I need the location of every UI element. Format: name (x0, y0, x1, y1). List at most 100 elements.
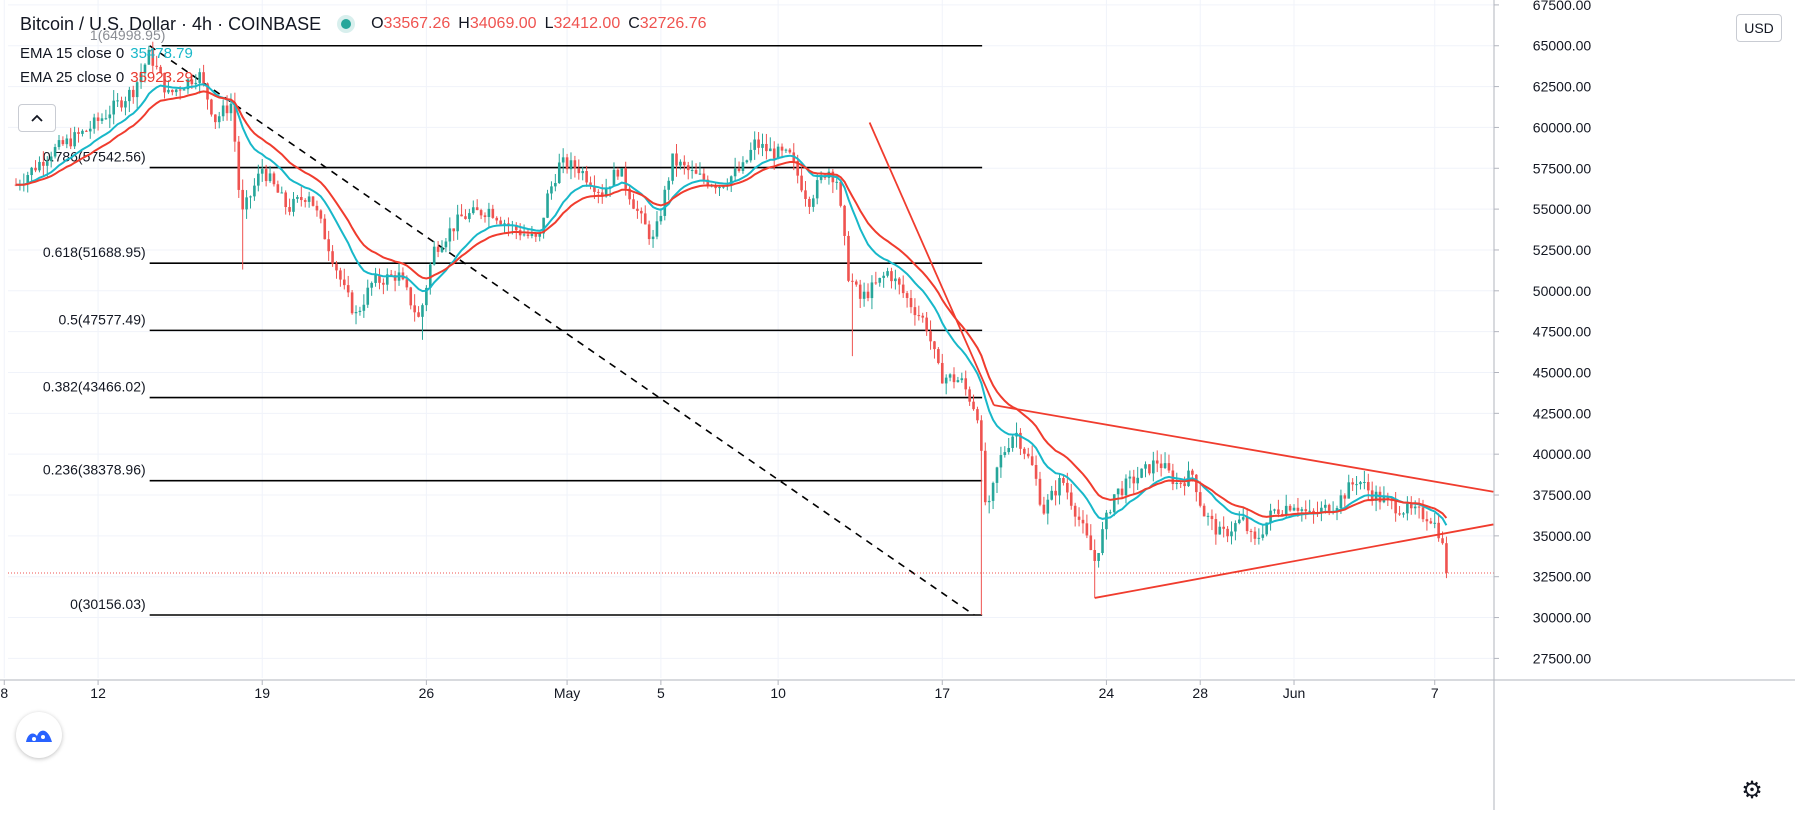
candle-body (1421, 507, 1425, 520)
fib-level-label: 1(64998.95) (90, 27, 166, 43)
market-status-icon (341, 19, 352, 29)
candle-body (1214, 519, 1218, 535)
y-tick-label: 60000.00 (1533, 119, 1592, 135)
close-value: 32726.76 (639, 15, 707, 32)
candle-body (1148, 464, 1151, 474)
candle-body (61, 140, 65, 145)
candle-body (808, 198, 811, 207)
candle-body (1445, 543, 1448, 574)
candle-body (632, 199, 635, 209)
high-value: 34069.00 (469, 15, 537, 32)
tradingview-logo-icon[interactable] (16, 712, 62, 758)
candle-body (1374, 491, 1378, 501)
candle-body (1281, 513, 1284, 515)
y-tick-label: 42500.00 (1533, 405, 1592, 421)
ema25-legend[interactable]: EMA 25 close 0 35923.29 (20, 68, 715, 88)
symbol-title[interactable]: Bitcoin / U.S. Dollar · 4h · COINBASE (20, 14, 322, 34)
candle-body (862, 291, 866, 299)
candle-body (26, 175, 30, 184)
y-tick-label: 37500.00 (1533, 487, 1592, 503)
candle-body (659, 215, 663, 222)
gear-icon[interactable]: ⚙ (1741, 776, 1763, 804)
candle-body (1226, 528, 1229, 537)
candle-body (1406, 503, 1409, 514)
candle-body (698, 173, 702, 175)
candle-body (1292, 507, 1296, 511)
candle-body (1066, 482, 1069, 493)
candle-body (460, 214, 463, 217)
candle-body (315, 205, 319, 211)
candle-body (597, 191, 600, 193)
currency-button[interactable]: USD (1736, 14, 1782, 42)
candle-body (280, 192, 284, 194)
y-tick-label: 40000.00 (1533, 446, 1592, 462)
candle-body (1019, 432, 1022, 449)
candle-body (487, 208, 491, 217)
fib-level-label: 0.5(47577.49) (58, 311, 145, 327)
candle-body (964, 378, 968, 390)
y-tick-label: 62500.00 (1533, 79, 1592, 95)
candle-body (600, 192, 604, 197)
candle-body (843, 205, 846, 236)
candle-body (30, 167, 33, 176)
candle-body (1429, 521, 1433, 524)
candle-body (1152, 460, 1155, 474)
candle-body (253, 185, 256, 197)
candle-body (479, 210, 483, 216)
candle-body (557, 162, 561, 184)
candle-body (432, 246, 436, 265)
candle-body (636, 208, 639, 211)
candle-body (1206, 515, 1210, 517)
y-tick-label: 50000.00 (1533, 283, 1592, 299)
ema15-legend[interactable]: EMA 15 close 0 35478.79 (20, 44, 715, 64)
candle-body (1265, 522, 1268, 535)
candle-body (178, 89, 182, 91)
candle-body (1093, 550, 1096, 561)
candle-body (362, 304, 366, 311)
candle-body (34, 167, 37, 171)
candle-body (1069, 492, 1073, 506)
x-tick-label: 5 (657, 685, 665, 701)
candle-body (1128, 476, 1132, 479)
candle-body (292, 198, 295, 212)
candle-body (565, 157, 569, 170)
candle-body (788, 149, 792, 153)
candle-body (1238, 519, 1241, 524)
candle-body (604, 188, 608, 197)
candle-body (1210, 515, 1214, 520)
candle-body (1308, 510, 1311, 512)
candle-body (683, 161, 686, 166)
candle-body (358, 310, 362, 313)
candle-body (874, 282, 878, 284)
candle-body (905, 293, 909, 298)
candle-body (428, 264, 432, 288)
candle-body (1124, 478, 1128, 496)
candle-body (174, 89, 178, 93)
ema15-label: EMA 15 close 0 (20, 45, 125, 62)
candle-body (182, 89, 186, 91)
y-tick-label: 35000.00 (1533, 528, 1592, 544)
candle-body (190, 79, 194, 85)
collapse-legend-button[interactable] (18, 104, 56, 132)
candle-body (1425, 519, 1429, 522)
candle-body (378, 274, 381, 283)
candle-body (1241, 517, 1245, 520)
candle-body (186, 79, 190, 90)
candle-body (886, 271, 889, 276)
y-tick-label: 52500.00 (1533, 242, 1592, 258)
fib-trend-dashed (149, 45, 975, 616)
candle-body (1120, 488, 1124, 496)
candle-body (585, 171, 588, 183)
candle-body (300, 197, 303, 201)
candle-body (1284, 505, 1288, 515)
candle-body (135, 82, 139, 98)
candle-body (944, 377, 948, 384)
candle-body (987, 500, 991, 503)
ohlc-values: O33567.26 H34069.00 L32412.00 C32726.76 (371, 15, 707, 32)
candle-body (1191, 470, 1194, 475)
candle-body (389, 274, 393, 276)
x-tick-label: 7 (1431, 685, 1439, 701)
candle-body (100, 118, 104, 121)
